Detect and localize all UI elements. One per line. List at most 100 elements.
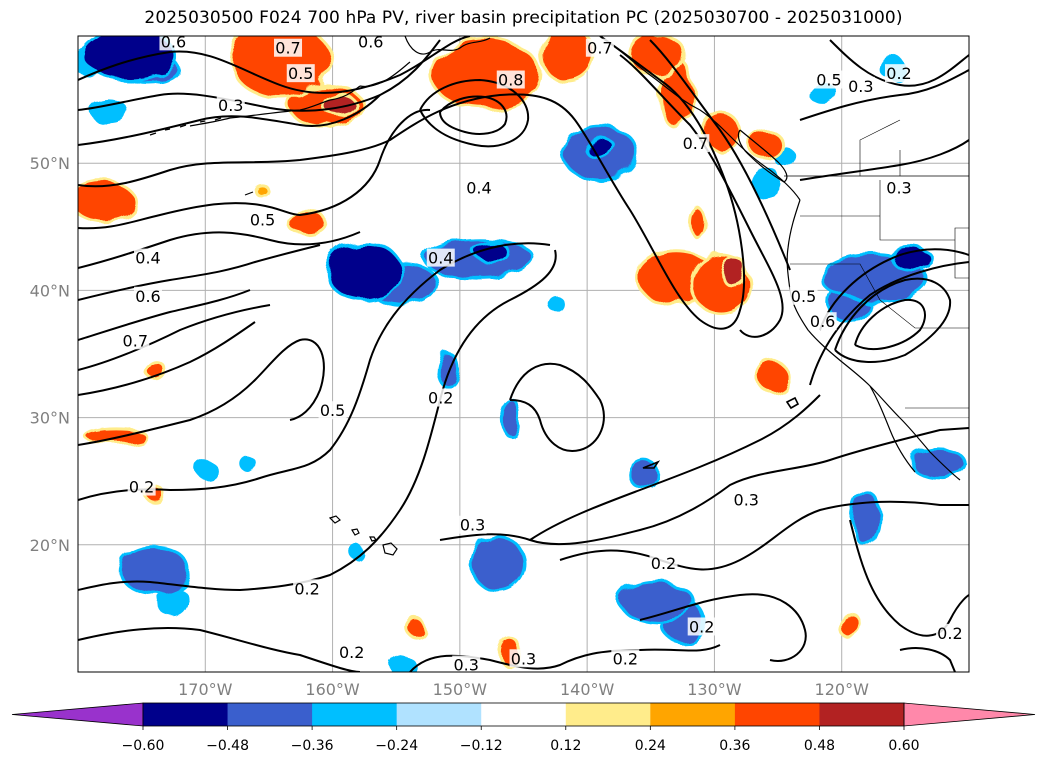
pv-contour-line — [819, 248, 969, 331]
colorbar-tick-label: −0.48 — [206, 738, 249, 754]
contour-label: 0.7 — [123, 331, 148, 350]
contour-label-bg — [687, 617, 716, 636]
contour-label: 0.4 — [466, 179, 491, 198]
precip-pc-region — [328, 243, 401, 300]
map-frame — [77, 35, 970, 673]
y-tick-label: 20°N — [30, 536, 70, 555]
us-state-borders — [790, 180, 969, 409]
contour-label-bg — [884, 64, 913, 83]
contour-label-bg — [585, 38, 614, 57]
contour-label-bg — [496, 70, 525, 89]
contour-label: 0.3 — [848, 77, 873, 96]
pv-contour-labels: 0.6 0.7 0.5 0.3 0.6 0.8 0.7 0.7 0.4 0.5 0.4 0.6 0.7 0… — [121, 32, 964, 675]
colorbar-tick-label: 0.60 — [888, 738, 919, 754]
y-tick-label: 40°N — [30, 281, 70, 300]
contour-label-bg — [458, 515, 487, 534]
contour-label-bg — [134, 286, 163, 305]
contour-label: 0.6 — [358, 32, 383, 51]
colorbar-segment — [819, 703, 905, 726]
contour-label: 0.2 — [689, 617, 714, 636]
contour-label-bg — [789, 286, 818, 305]
pv-contour-line — [619, 54, 784, 338]
x-tick-label: 160°W — [305, 680, 360, 699]
pv-contour-line — [899, 647, 956, 672]
pv-contour-line — [439, 95, 508, 135]
pv-contour-line — [78, 94, 381, 146]
precip-pc-region — [392, 658, 413, 672]
colorbar-tick-label: 0.36 — [719, 738, 750, 754]
precip-pc-region — [776, 149, 793, 165]
colorbar-tick-label: 0.48 — [804, 738, 835, 754]
pv-contours — [78, 36, 969, 672]
contour-label-bg — [274, 38, 303, 57]
contour-label: 0.2 — [937, 624, 962, 643]
contour-label: 0.2 — [294, 579, 319, 598]
contour-label: 0.5 — [250, 210, 275, 229]
contour-label-bg — [814, 70, 843, 89]
pv-contour-line — [78, 242, 551, 501]
contour-label-bg — [318, 401, 347, 420]
precip-pc-region — [691, 210, 705, 236]
contour-label-bg — [649, 553, 678, 572]
pv-contour-line — [829, 39, 969, 87]
contour-label: 0.2 — [129, 478, 154, 497]
pv-contour-line — [419, 78, 530, 148]
colorbar-tick-label: −0.60 — [122, 738, 165, 754]
contour-label: 0.2 — [339, 643, 364, 662]
pv-contour-line — [529, 394, 821, 541]
precip-pc-region — [93, 103, 127, 122]
pv-contour-line — [78, 289, 251, 341]
contour-label-bg — [884, 178, 913, 197]
precip-pc-region — [631, 462, 658, 488]
colorbar-segment — [396, 703, 482, 726]
precip-pc-region — [438, 354, 457, 385]
precip-pc-region — [585, 140, 614, 156]
colorbar-segment — [227, 703, 313, 726]
pv-contour-line — [799, 69, 969, 121]
precip-pc-region — [472, 538, 524, 590]
contour-label-bg — [935, 623, 964, 642]
precip-pc-region — [257, 187, 268, 196]
hawaii-islands — [328, 515, 398, 556]
x-tick-label: 150°W — [433, 680, 488, 699]
canada-interior-borders — [859, 119, 901, 176]
contour-label: 0.5 — [320, 401, 345, 420]
precip-pc-region — [757, 361, 786, 390]
chart-title: 2025030500 F024 700 hPa PV, river basin … — [144, 8, 903, 28]
contour-label: 0.6 — [135, 287, 160, 306]
precip-pc-region — [752, 169, 779, 195]
pv-contour-line — [639, 593, 807, 662]
contour-label: 0.3 — [460, 516, 485, 535]
contour-label: 0.2 — [613, 649, 638, 668]
contour-label-bg — [248, 210, 277, 229]
pv-contour-line — [509, 362, 605, 452]
contour-label: 0.7 — [275, 39, 300, 58]
precip-pc-region — [476, 243, 507, 262]
precip-pc-region — [854, 493, 880, 545]
pv-contour-line — [854, 298, 926, 350]
colorbar-extend-max — [903, 702, 1036, 727]
pv-contour-line — [78, 244, 321, 301]
precip-pc-region — [837, 613, 859, 634]
axis-ticks: 170°W 160°W 150°W 140°W 130°W 120°W 20°N 30°N 40… — [30, 154, 869, 699]
precip-pc-region — [631, 36, 683, 76]
precip-pc-region — [146, 361, 163, 377]
contour-label: 0.6 — [810, 312, 835, 331]
colorbar-extend-min — [11, 702, 144, 727]
x-tick-label: 130°W — [687, 680, 742, 699]
pv-contour-line — [799, 139, 969, 181]
contour-label: 0.5 — [288, 64, 313, 83]
pv-contour-line — [559, 500, 969, 571]
colorbar-segment — [565, 703, 651, 726]
precip-pc-region — [542, 36, 594, 81]
x-tick-label: 120°W — [815, 680, 870, 699]
contour-label-bg — [356, 32, 385, 51]
contour-label-bg — [846, 76, 875, 95]
precip-pc-region — [811, 85, 835, 101]
vancouver-island — [737, 129, 788, 183]
contour-label-bg — [159, 32, 188, 51]
contour-label: 0.4 — [428, 249, 453, 268]
y-tick-label: 50°N — [30, 154, 70, 173]
x-tick-label: 170°W — [178, 680, 233, 699]
contour-label-bg — [286, 64, 315, 83]
